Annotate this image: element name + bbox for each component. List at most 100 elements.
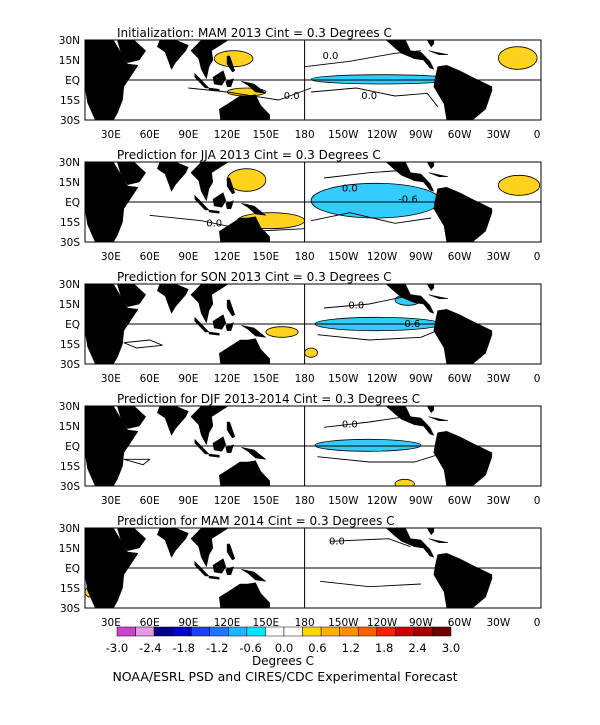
- warm-anomaly-patch: [265, 326, 299, 338]
- lon-tick-label: 150E: [253, 495, 280, 507]
- land-mass: [241, 569, 267, 582]
- lat-tick-label: 30N: [59, 279, 80, 291]
- lon-tick-label: 120W: [367, 617, 398, 629]
- lat-tick-label: EQ: [65, 563, 80, 575]
- lat-tick-label: 15S: [60, 339, 80, 351]
- colorbar-swatch: [302, 626, 322, 637]
- colorbar-tick-label: 1.8: [375, 641, 393, 655]
- contour-line: [311, 87, 439, 107]
- lon-tick-label: 60E: [140, 129, 160, 141]
- lon-tick-label: 60W: [448, 129, 472, 141]
- lon-tick-label: 180: [295, 129, 315, 141]
- land-mass: [428, 50, 449, 55]
- lat-tick-label: EQ: [65, 319, 80, 331]
- land-mass: [117, 40, 147, 63]
- lon-tick-label: 0: [534, 129, 541, 141]
- colorbar-swatch: [283, 626, 303, 637]
- lon-tick-label: 120E: [214, 129, 241, 141]
- land-mass: [428, 294, 449, 299]
- lon-tick-label: 0: [534, 495, 541, 507]
- lat-tick-label: 15S: [60, 217, 80, 229]
- plot-frame: [84, 405, 542, 487]
- land-mass: [427, 40, 435, 48]
- lat-tick-label: 15N: [59, 421, 80, 433]
- contour-line: [330, 538, 411, 548]
- lon-tick-label: 30W: [486, 373, 510, 385]
- lat-tick-label: 30N: [59, 35, 80, 47]
- lon-tick-label: 90W: [409, 129, 433, 141]
- lat-tick-label: 15S: [60, 583, 80, 595]
- lat-tick-label: 15N: [59, 177, 80, 189]
- lon-tick-label: 150W: [328, 495, 359, 507]
- lat-tick-label: 30S: [60, 115, 80, 127]
- lon-tick-label: 120E: [214, 617, 241, 629]
- lat-tick-label: 15S: [60, 95, 80, 107]
- land-mass: [212, 558, 227, 574]
- land-mass: [219, 216, 270, 242]
- contour-line: [317, 328, 441, 341]
- map-area: 0.0 0.0 0.0: [85, 40, 541, 120]
- lat-tick-label: EQ: [65, 197, 80, 209]
- lon-tick-label: 90E: [178, 495, 198, 507]
- map-area: 0.0 -0.6 0.0: [85, 162, 541, 242]
- lon-tick-label: 120E: [214, 495, 241, 507]
- lat-tick-label: 15S: [60, 461, 80, 473]
- land-mass: [117, 406, 147, 429]
- lon-tick-label: 90W: [409, 495, 433, 507]
- land-mass: [219, 94, 270, 120]
- lon-tick-label: 30E: [101, 373, 121, 385]
- colorbar-tick-label: -1.8: [173, 641, 195, 655]
- forecast-panel: 0.0 -0.6 0.0 Prediction for JJA 2013 Cint =…: [59, 148, 542, 263]
- lon-tick-label: 60W: [448, 373, 472, 385]
- colorbar-swatch: [413, 626, 433, 637]
- contour-label: 0.0: [206, 218, 222, 229]
- colorbar-tick-label: 0.6: [308, 641, 326, 655]
- panel-title: Prediction for SON 2013 Cint = 0.3 Degre…: [117, 270, 392, 284]
- land-mass: [212, 436, 227, 452]
- warm-anomaly-patch: [497, 174, 541, 196]
- lon-tick-label: 150W: [328, 251, 359, 263]
- land-mass: [208, 87, 220, 92]
- lon-tick-label: 90E: [178, 129, 198, 141]
- contour-line: [323, 296, 402, 309]
- contour-line: [317, 453, 441, 463]
- land-mass: [241, 325, 267, 338]
- land-mass: [212, 70, 227, 86]
- lon-tick-label: 30W: [486, 251, 510, 263]
- land-mass: [156, 284, 189, 314]
- land-mass: [385, 528, 435, 558]
- land-mass: [385, 406, 435, 436]
- land-mass: [208, 453, 220, 458]
- land-mass: [117, 162, 147, 185]
- lat-tick-label: 30N: [59, 401, 80, 413]
- colorbar-swatch: [320, 626, 340, 637]
- land-mass: [433, 65, 493, 120]
- lon-tick-label: 90W: [409, 251, 433, 263]
- colorbar-swatch: [432, 626, 452, 637]
- lon-tick-label: 30W: [486, 495, 510, 507]
- land-mass: [117, 284, 147, 307]
- colorbar-tick-label: -3.0: [106, 641, 128, 655]
- lon-tick-label: 150W: [328, 373, 359, 385]
- figure-footer: NOAA/ESRL PSD and CIRES/CDC Experimental…: [112, 669, 457, 684]
- warm-anomaly-patch: [304, 347, 318, 358]
- colorbar-tick-label: -2.4: [139, 641, 161, 655]
- contour-line: [311, 212, 432, 224]
- warm-anomaly-patch: [213, 50, 254, 68]
- lon-tick-label: 150E: [253, 617, 280, 629]
- land-mass: [433, 309, 493, 364]
- lon-tick-label: 60E: [140, 617, 160, 629]
- lat-tick-label: 15N: [59, 299, 80, 311]
- plot-frame: [84, 39, 542, 121]
- plot-frame: [84, 283, 542, 365]
- contour-label: -0.6: [398, 194, 418, 205]
- lon-tick-label: 180: [295, 495, 315, 507]
- colorbar-swatch: [228, 626, 248, 637]
- colorbar-swatch: [190, 626, 211, 637]
- lon-tick-label: 120E: [214, 251, 241, 263]
- land-mass: [241, 203, 267, 216]
- contour-label: 0.0: [361, 91, 377, 102]
- lon-tick-label: 120W: [367, 373, 398, 385]
- lon-tick-label: 180: [295, 251, 315, 263]
- lon-tick-label: 60E: [140, 373, 160, 385]
